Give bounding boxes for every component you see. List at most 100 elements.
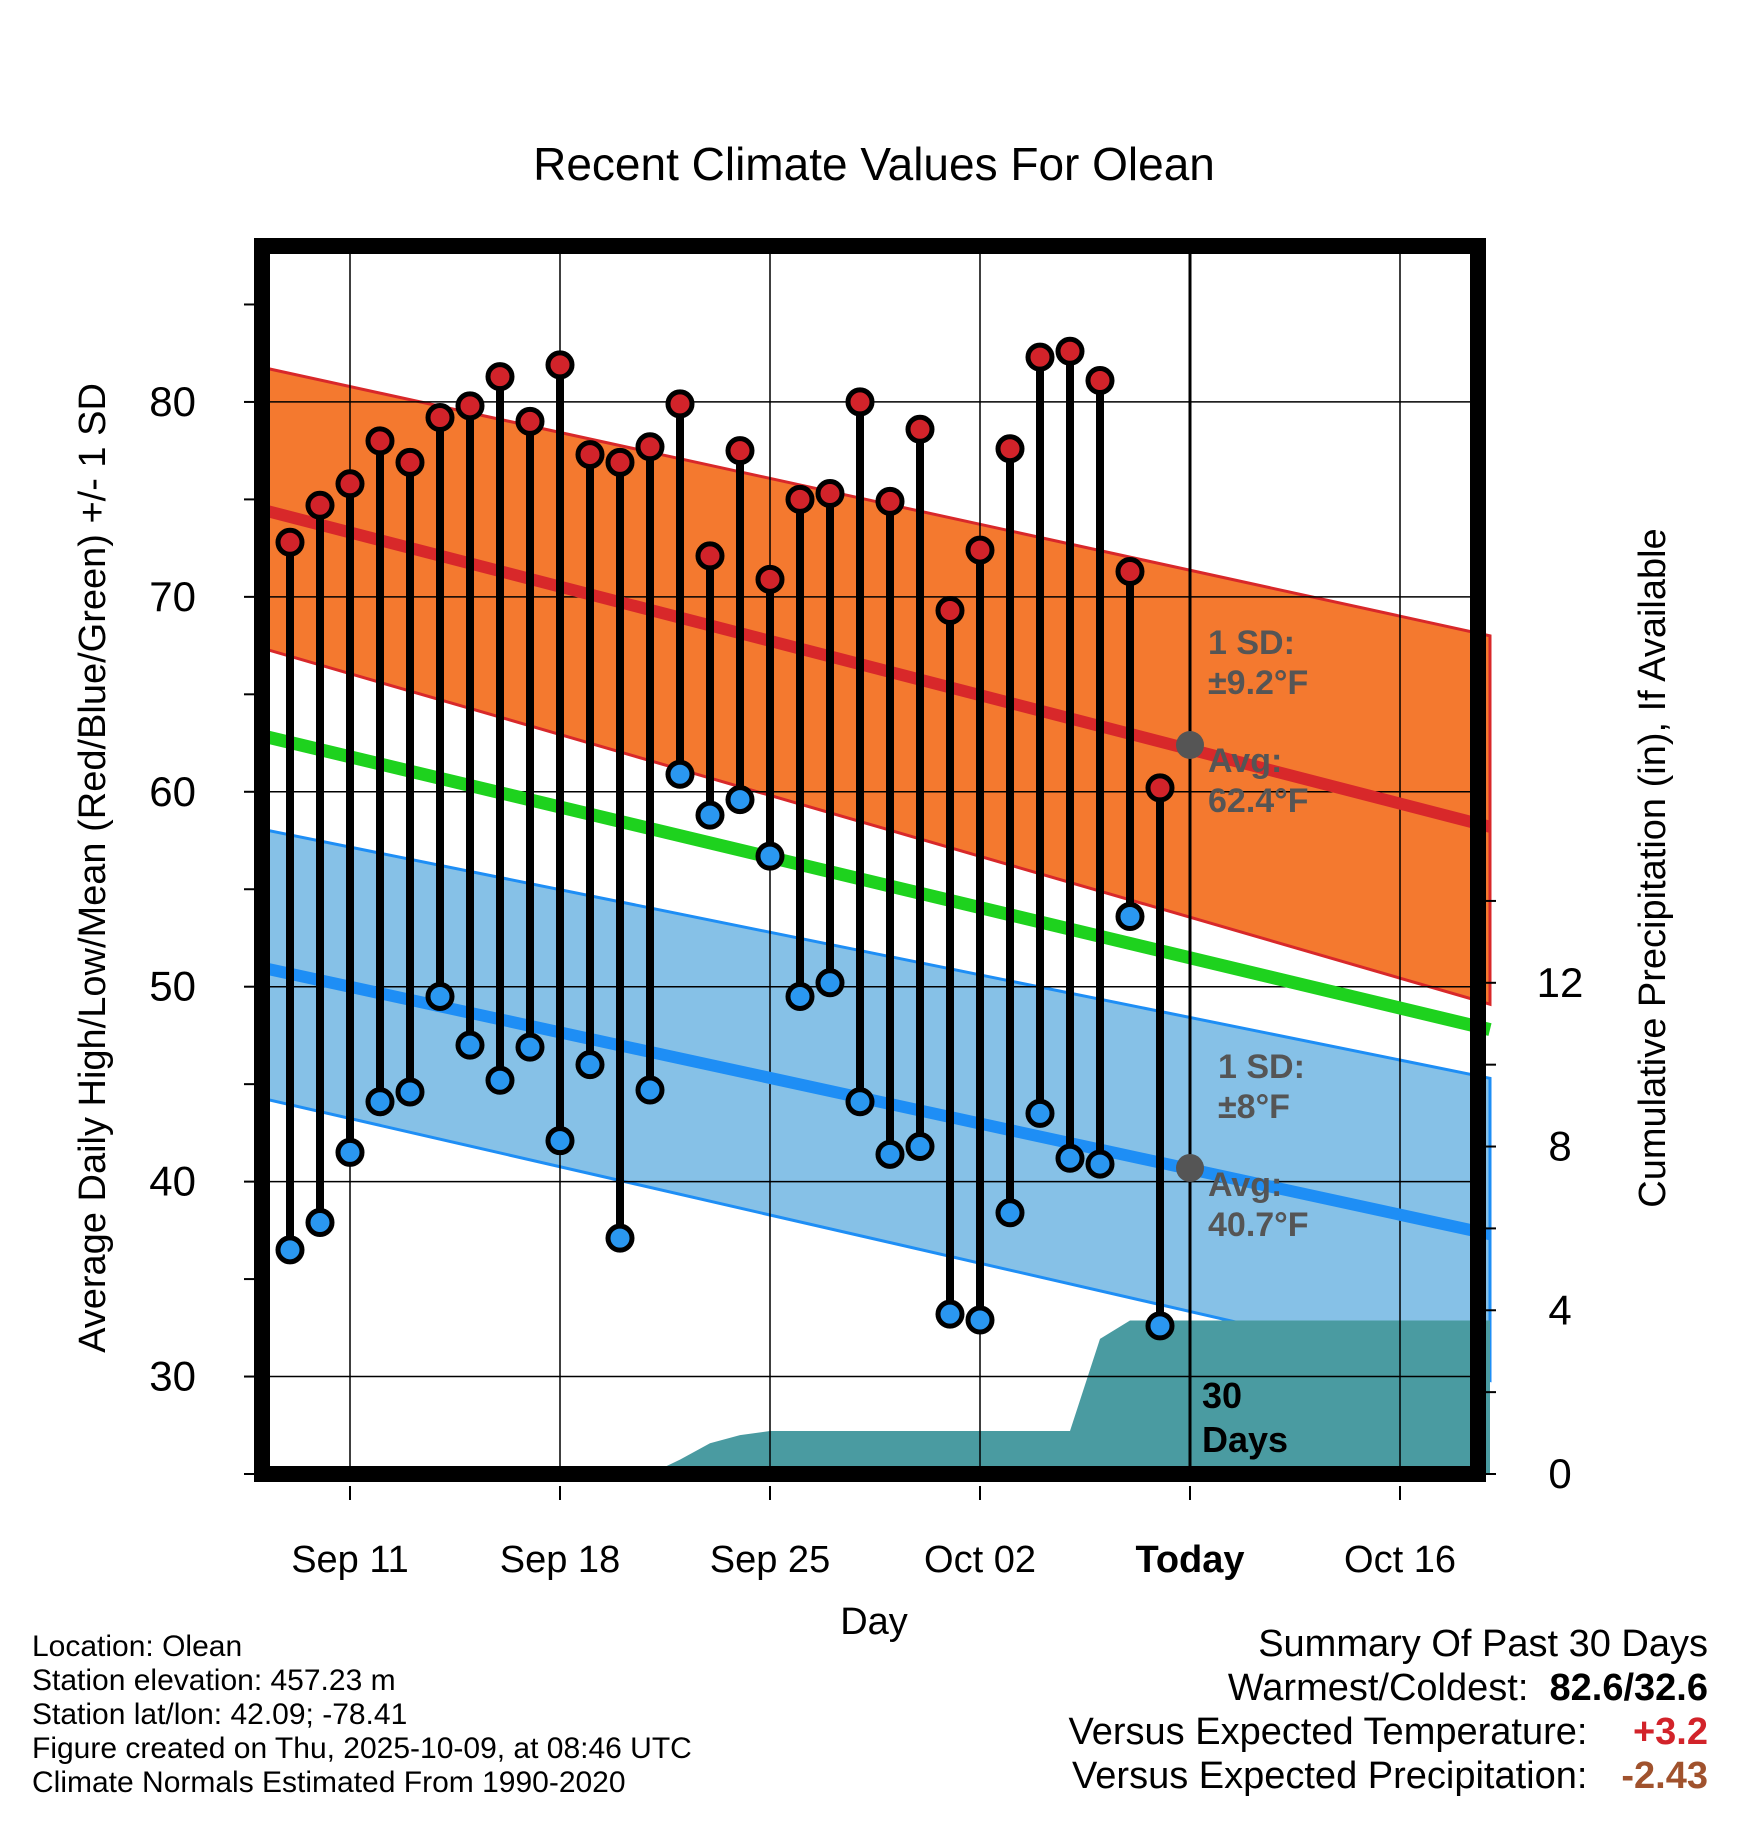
low-point [515,1032,545,1062]
warm-cold-row: Warmest/Coldest: 82.6/32.6 [1069,1666,1708,1710]
high-point [695,541,725,571]
low-point [1085,1149,1115,1179]
low-point [755,841,785,871]
high-point [425,403,455,433]
low-point [845,1087,875,1117]
high-avg-label: Avg: [1208,742,1282,780]
high-point [1115,557,1145,587]
latlon-text: Station lat/lon: 42.09; -78.41 [32,1698,408,1731]
x-tick-label: Oct 02 [924,1539,1036,1581]
y2-tick-label: 0 [1548,1450,1571,1497]
location-text: Location: Olean [32,1630,243,1663]
precip-row: Versus Expected Precipitation: -2.43 [1069,1754,1708,1798]
days-word-label: Days [1202,1419,1288,1460]
high-point [1025,342,1055,372]
high-point [725,436,755,466]
high-point [665,389,695,419]
y-tick-label: 30 [149,1353,196,1400]
high-point [905,414,935,444]
low-point [485,1065,515,1095]
high-point [995,434,1025,464]
low-point [365,1087,395,1117]
high-point [845,387,875,417]
y-axis-label: Average Daily High/Low/Mean (Red/Blue/Gr… [72,383,114,1353]
x-tick-label: Sep 25 [710,1539,830,1581]
high-point [785,484,815,514]
summary-title: Summary Of Past 30 Days [1258,1623,1708,1665]
high-sd-value: ±9.2°F [1208,664,1308,702]
x-tick-label: Sep 11 [291,1539,409,1581]
low-avg-line [258,961,1492,1241]
station-info: Location: Olean Station elevation: 457.2… [32,1630,692,1800]
low-point [935,1299,965,1329]
y-tick-label: 50 [149,963,196,1010]
y-tick-label: 80 [149,378,196,425]
low-point [665,759,695,789]
low-point [455,1030,485,1060]
low-point [905,1132,935,1162]
low-point [875,1139,905,1169]
high-avg-value: 62.4°F [1208,782,1309,820]
temp-value: +3.2 [1632,1711,1708,1753]
y-axis: 30 40 50 60 70 80 [149,303,254,1475]
high-point [515,406,545,436]
precip-label: Versus Expected Precipitation: [1072,1755,1588,1797]
high-point [965,535,995,565]
low-avg-label: Avg: [1208,1166,1282,1204]
summary-panel: Summary Of Past 30 Days Warmest/Coldest:… [1069,1622,1708,1798]
chart-title: Recent Climate Values For Olean [533,138,1215,190]
y-tick-label: 70 [149,573,196,620]
low-point [815,968,845,998]
high-point [1085,365,1115,395]
high-point [575,440,605,470]
low-point [785,981,815,1011]
low-point [695,800,725,830]
low-point [725,785,755,815]
low-point [605,1223,635,1253]
high-point [875,486,905,516]
low-point [545,1126,575,1156]
x-tick-label: Oct 16 [1344,1539,1456,1581]
high-avg-marker [1176,730,1204,759]
created-text: Figure created on Thu, 2025-10-09, at 08… [32,1732,692,1765]
high-point [1145,773,1175,803]
high-avg-line [258,503,1492,833]
high-point [935,596,965,626]
x-axis: Sep 11 Sep 18 Sep 25 Oct 02 Today Oct 16 [291,1486,1456,1581]
low-point [1055,1143,1085,1173]
low-avg-value: 40.7°F [1208,1206,1309,1244]
high-point [455,391,485,421]
x-tick-label: Sep 18 [500,1539,620,1581]
high-sd-label: 1 SD: [1208,624,1295,662]
low-sd-label: 1 SD: [1218,1048,1305,1086]
y2-axis: 0 4 8 12 [1486,899,1583,1497]
low-point [1115,902,1145,932]
temp-label: Versus Expected Temperature: [1068,1711,1588,1753]
precip-value: -2.43 [1621,1755,1708,1797]
low-point [635,1075,665,1105]
high-point [755,564,785,594]
low-point [395,1077,425,1107]
low-avg-marker [1176,1153,1204,1182]
high-point [815,479,845,509]
temp-row: Versus Expected Temperature: +3.2 [1069,1710,1708,1754]
warm-cold-label: Warmest/Coldest: [1227,1667,1529,1709]
low-point [575,1050,605,1080]
high-point [395,447,425,477]
high-point [1055,336,1085,366]
plot-frame [254,238,1486,1482]
low-point [305,1208,335,1238]
precip-area [260,1320,1490,1474]
high-point [605,447,635,477]
days-count-label: 30 [1202,1375,1242,1416]
mean-avg-line [258,728,1492,1036]
high-point [635,432,665,462]
high-point [365,426,395,456]
high-point [275,527,305,557]
normals-text: Climate Normals Estimated From 1990-2020 [32,1766,626,1799]
y2-tick-label: 8 [1548,1123,1571,1170]
y2-tick-label: 4 [1548,1286,1571,1333]
low-sd-value: ±8°F [1218,1088,1290,1126]
low-point [995,1198,1025,1228]
